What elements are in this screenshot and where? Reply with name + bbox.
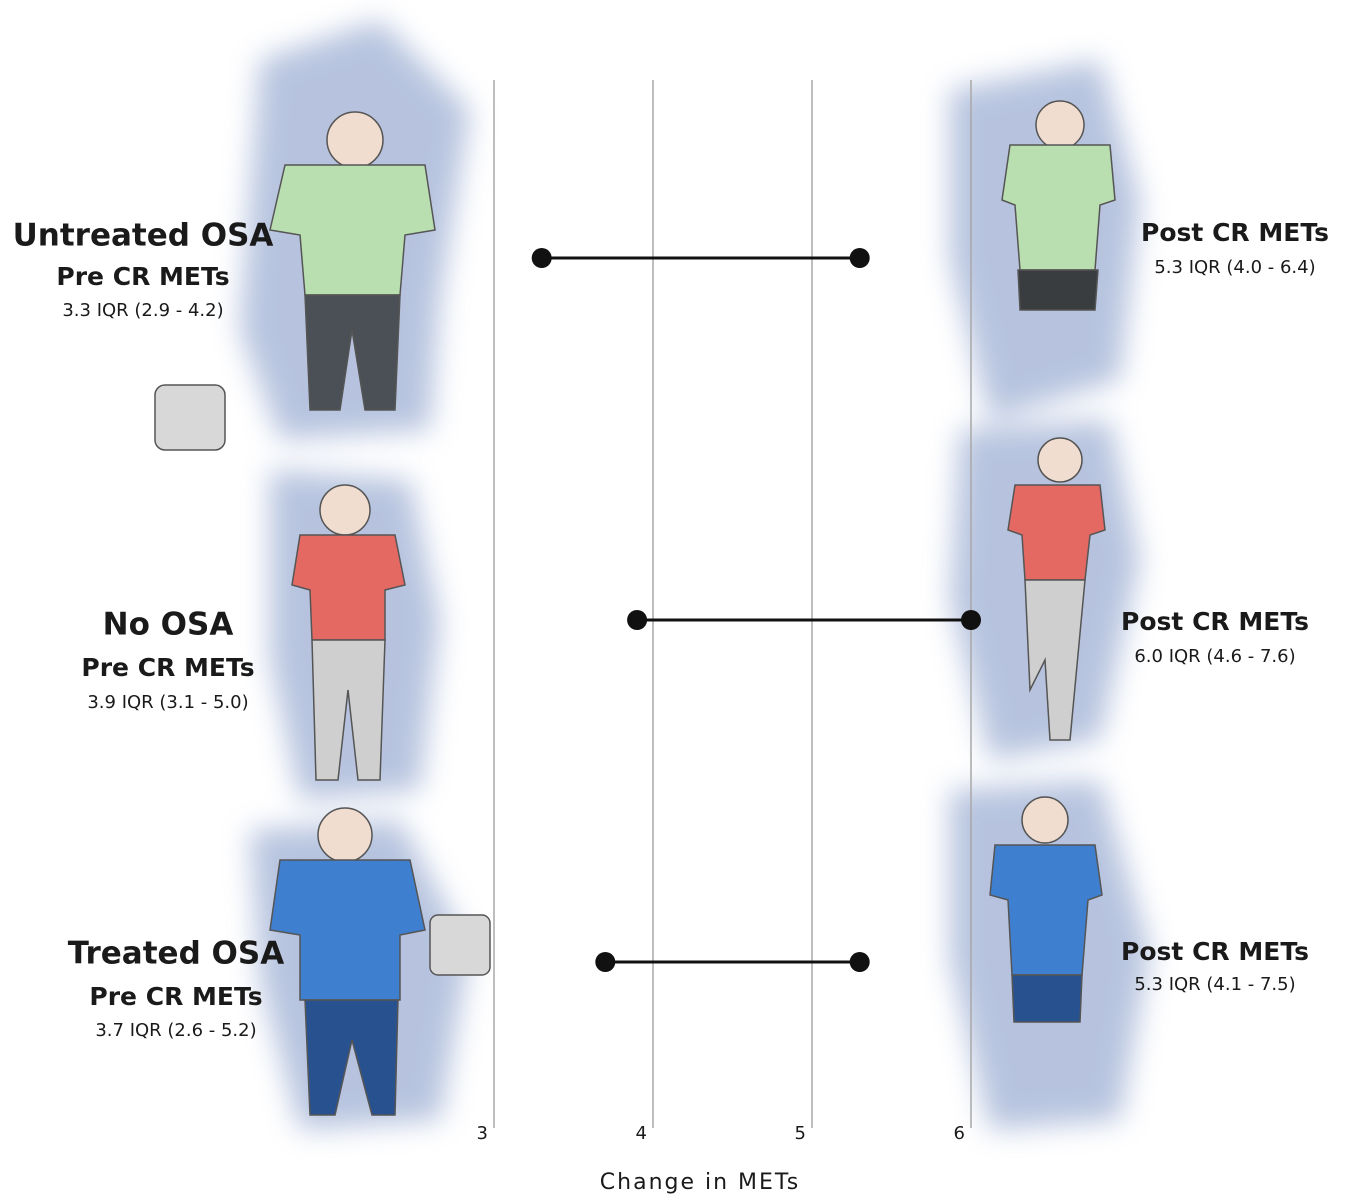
series-name: Pre CR METs — [56, 262, 229, 291]
series-name: Post CR METs — [1121, 937, 1309, 966]
category-label: No OSA — [103, 607, 234, 643]
category-label: Untreated OSA — [13, 218, 274, 254]
series-name: Pre CR METs — [81, 653, 254, 682]
category-label: Treated OSA — [68, 936, 284, 972]
page: Change in METs 3 4 5 6 Untreated OSA Pre CR M… — [0, 0, 1360, 1201]
x-axis-label: Change in METs — [600, 1170, 800, 1195]
value-label: 3.9 IQR (3.1 - 5.0) — [87, 692, 248, 713]
value-label: 5.3 IQR (4.0 - 6.4) — [1154, 257, 1315, 278]
series-name: Post CR METs — [1121, 607, 1309, 636]
value-label: 3.7 IQR (2.6 - 5.2) — [95, 1020, 256, 1041]
x-tick-label: 4 — [636, 1123, 647, 1144]
post-dot — [850, 248, 870, 268]
post-dot — [850, 952, 870, 972]
pre-dot — [532, 248, 552, 268]
pre-dot — [595, 952, 615, 972]
series-name: Post CR METs — [1141, 218, 1329, 247]
x-tick-label: 6 — [954, 1123, 965, 1144]
value-label: 6.0 IQR (4.6 - 7.6) — [1134, 646, 1295, 667]
post-dot — [961, 610, 981, 630]
series-name: Pre CR METs — [89, 982, 262, 1011]
x-tick-label: 5 — [795, 1123, 806, 1144]
value-label: 5.3 IQR (4.1 - 7.5) — [1134, 974, 1295, 995]
pre-dot — [627, 610, 647, 630]
chart: Change in METs 3 4 5 6 Untreated OSA Pre CR M… — [0, 0, 1360, 1201]
value-label: 3.3 IQR (2.9 - 4.2) — [62, 300, 223, 321]
x-tick-label: 3 — [477, 1123, 488, 1144]
